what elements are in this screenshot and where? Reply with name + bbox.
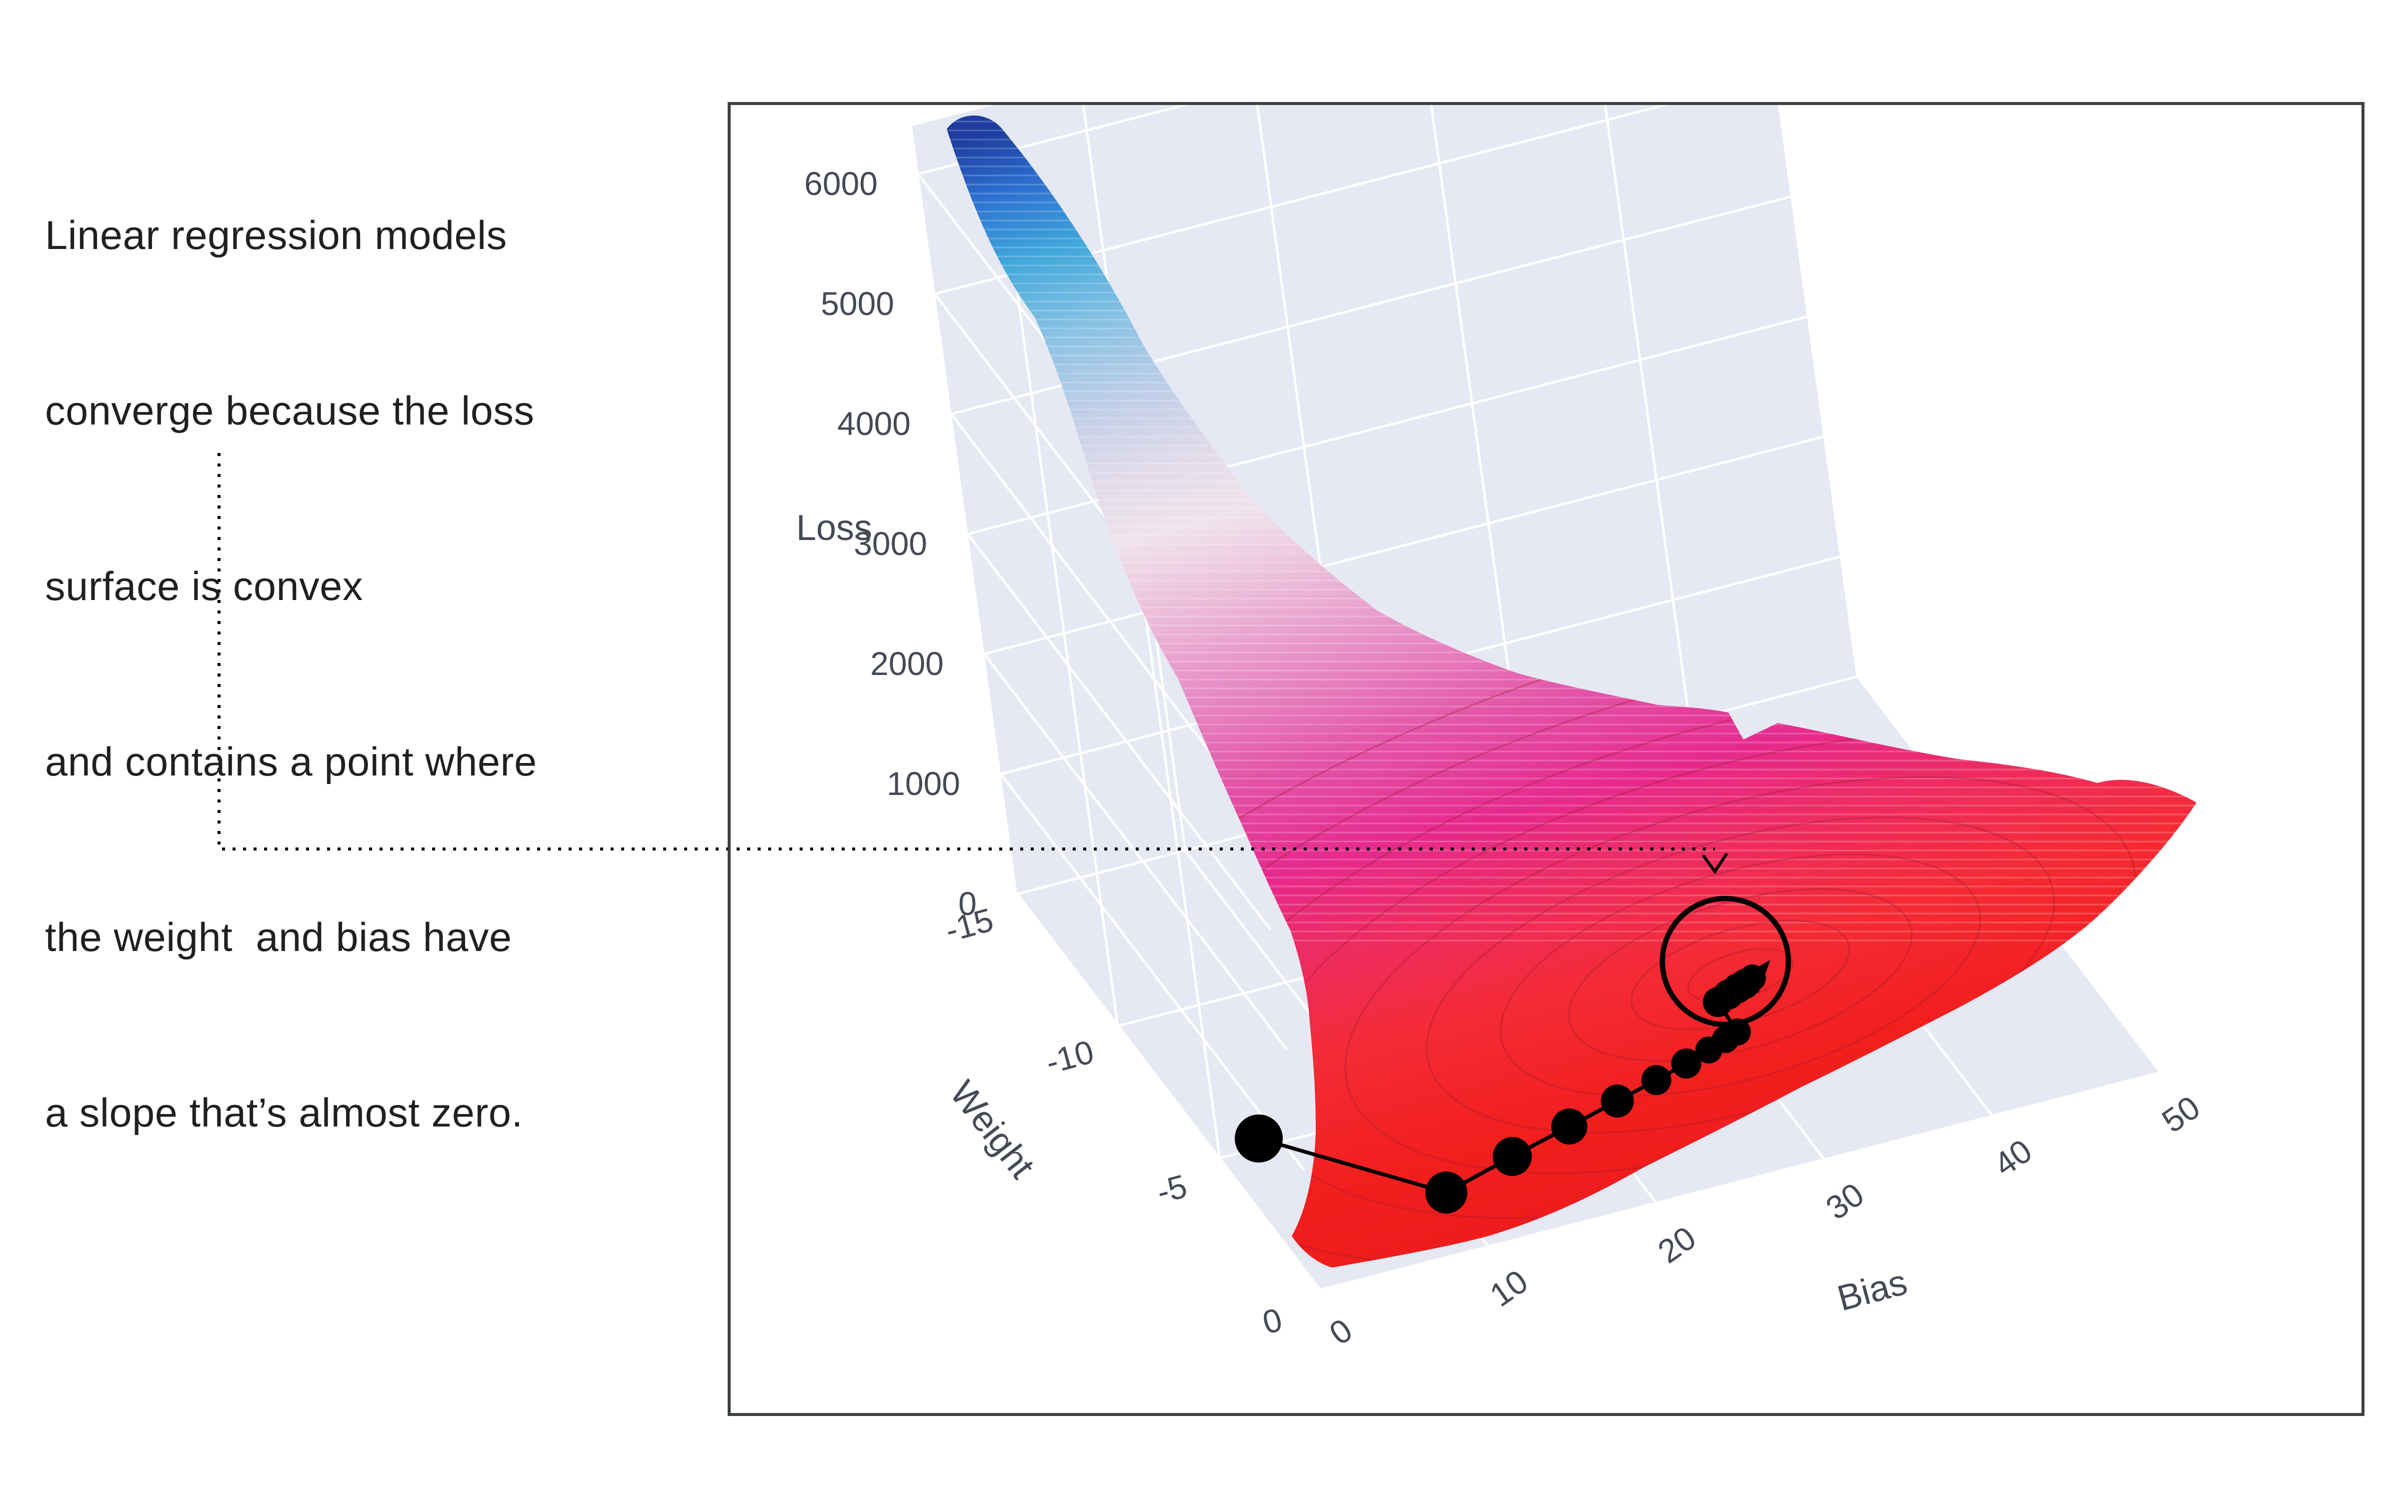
annotation-text-line: Linear regression models: [45, 213, 507, 258]
y-axis-title: Weight: [942, 1074, 1042, 1186]
bias-tick-label: 20: [1651, 1219, 1703, 1270]
weight-tick-label: -5: [1153, 1167, 1191, 1210]
z-tick-label: 3000: [854, 525, 927, 562]
z-tick-label: 6000: [804, 165, 878, 202]
bias-tick-label: 10: [1483, 1262, 1535, 1314]
gradient-descent-path: [1235, 964, 1766, 1214]
gradient-descent-dot: [1671, 1048, 1701, 1078]
annotation-text-line: the weight and bias have: [45, 915, 512, 960]
gradient-descent-dot: [1493, 1137, 1532, 1176]
gradient-descent-dot: [1235, 1114, 1283, 1162]
annotation-text-line: a slope that’s almost zero.: [45, 1090, 523, 1136]
z-tick-label: 5000: [821, 285, 894, 322]
right-wall-pane: [912, 104, 1857, 894]
z-tick-label: 1000: [887, 765, 960, 802]
scene-3d: [912, 104, 2196, 1292]
plot-border: [728, 102, 2364, 1416]
annotation-text-line: converge because the loss: [45, 388, 535, 434]
x-axis-title: Bias: [1833, 1262, 1911, 1319]
minimum-circle: [1659, 896, 1791, 1028]
weight-tick-label: -10: [1042, 1033, 1097, 1081]
gradient-descent-dot: [1551, 1108, 1587, 1144]
weight-tick-label: 0: [1259, 1300, 1286, 1341]
bias-tick-label: 0: [1323, 1311, 1359, 1352]
bias-tick-label: 50: [2155, 1088, 2207, 1140]
z-axis-ticks: 6000 5000 4000 3000 2000 1000 0: [804, 165, 977, 922]
gradient-descent-dot: [1425, 1172, 1467, 1214]
bias-tick-label: 40: [1987, 1132, 2039, 1184]
annotation-text-line: and contains a point where: [45, 740, 537, 784]
weight-tick-label: -15: [941, 901, 997, 949]
gradient-descent-dot: [1601, 1084, 1634, 1118]
annotation-text: Linear regression models converge becaus…: [45, 90, 537, 1260]
annotation-text-line: surface is convex: [45, 564, 363, 609]
bias-tick-label: 30: [1819, 1176, 1871, 1227]
z-tick-label: 4000: [837, 405, 911, 442]
z-tick-label: 0: [958, 885, 977, 922]
annotation-arrow-icon: [1701, 852, 1728, 874]
descent-cluster-nub: [1737, 960, 1770, 993]
z-tick-label: 2000: [870, 645, 944, 682]
z-axis-title: Loss: [796, 508, 872, 548]
gradient-descent-dot: [1641, 1065, 1671, 1095]
